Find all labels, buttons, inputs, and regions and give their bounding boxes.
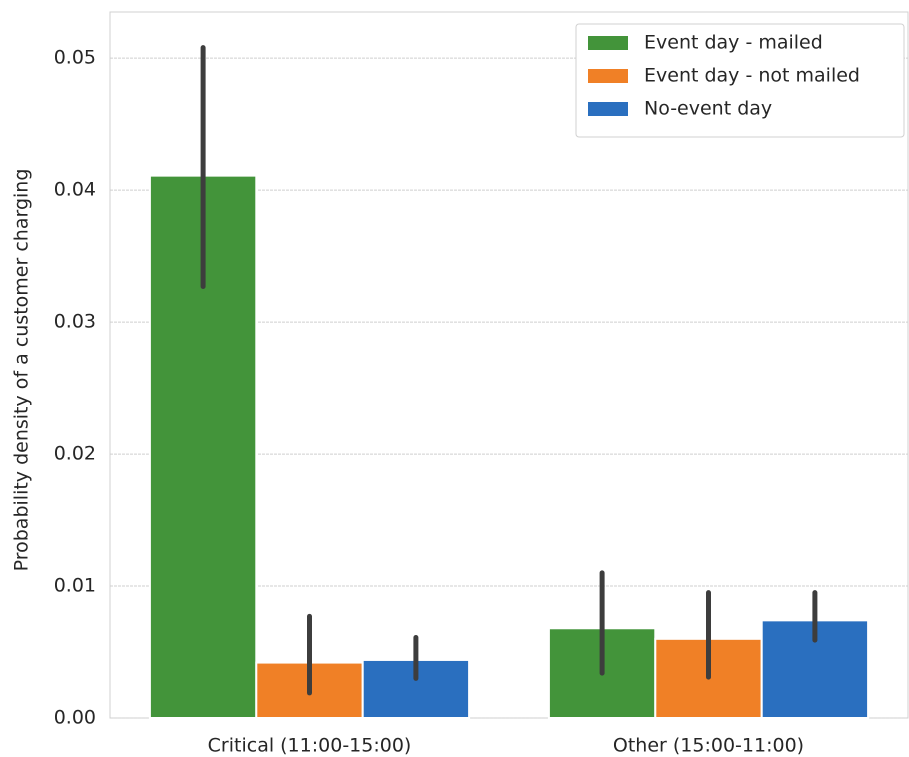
x-tick-label: Critical (11:00-15:00) xyxy=(208,735,412,757)
legend-box xyxy=(575,23,905,138)
legend-swatch xyxy=(588,69,628,83)
legend-label: Event day - mailed xyxy=(644,32,823,54)
x-tick-label: Other (15:00-11:00) xyxy=(613,735,804,757)
y-axis-label: Probability density of a customer chargi… xyxy=(11,169,33,572)
legend-label: Event day - not mailed xyxy=(644,65,860,87)
y-tick-label: 0.04 xyxy=(54,179,96,201)
y-tick-label: 0.03 xyxy=(54,311,96,333)
legend-label: No-event day xyxy=(644,98,772,120)
y-tick-label: 0.02 xyxy=(54,443,96,465)
y-tick-label: 0.00 xyxy=(54,707,96,729)
legend-swatch xyxy=(588,102,628,116)
y-tick-label: 0.05 xyxy=(54,47,96,69)
legend: Event day - mailed Event day - not mailed… xyxy=(575,23,905,138)
y-tick-label: 0.01 xyxy=(54,575,96,597)
legend-swatch xyxy=(588,36,628,50)
